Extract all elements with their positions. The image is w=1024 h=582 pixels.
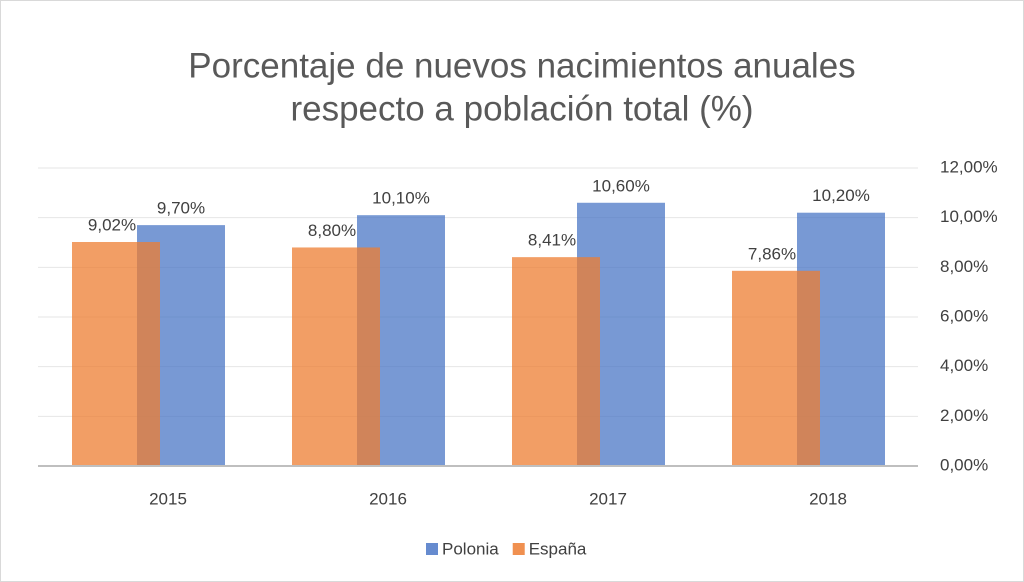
legend-label: España [529, 539, 587, 558]
data-label: 8,41% [528, 231, 576, 250]
x-tick-label: 2016 [369, 489, 407, 508]
y2-tick-label: 10,00% [940, 207, 998, 226]
y2-tick-label: 6,00% [940, 306, 988, 325]
x-tick-label: 2017 [589, 489, 627, 508]
x-tick-label: 2015 [149, 489, 187, 508]
data-label: 10,60% [592, 176, 650, 195]
data-label: 9,02% [88, 215, 136, 234]
legend-label: Polonia [442, 539, 499, 558]
data-label: 10,10% [372, 189, 430, 208]
bar [732, 270, 820, 466]
y2-tick-label: 0,00% [940, 455, 988, 474]
bar [512, 257, 600, 466]
data-label: 8,80% [308, 221, 356, 240]
bar [292, 247, 380, 466]
bar [72, 242, 160, 466]
y2-tick-label: 12,00% [940, 157, 998, 176]
data-label: 9,70% [157, 199, 205, 218]
y2-tick-label: 8,00% [940, 257, 988, 276]
y2-tick-label: 2,00% [940, 406, 988, 425]
legend-swatch [512, 543, 525, 555]
data-label: 10,20% [812, 186, 870, 205]
x-tick-label: 2018 [809, 489, 847, 508]
legend-swatch [426, 543, 438, 555]
data-label: 7,86% [748, 244, 796, 263]
chart-title: respecto a población total (%) [290, 89, 753, 128]
chart-title: Porcentaje de nuevos nacimientos anuales [188, 46, 855, 85]
y2-tick-label: 4,00% [940, 356, 988, 375]
